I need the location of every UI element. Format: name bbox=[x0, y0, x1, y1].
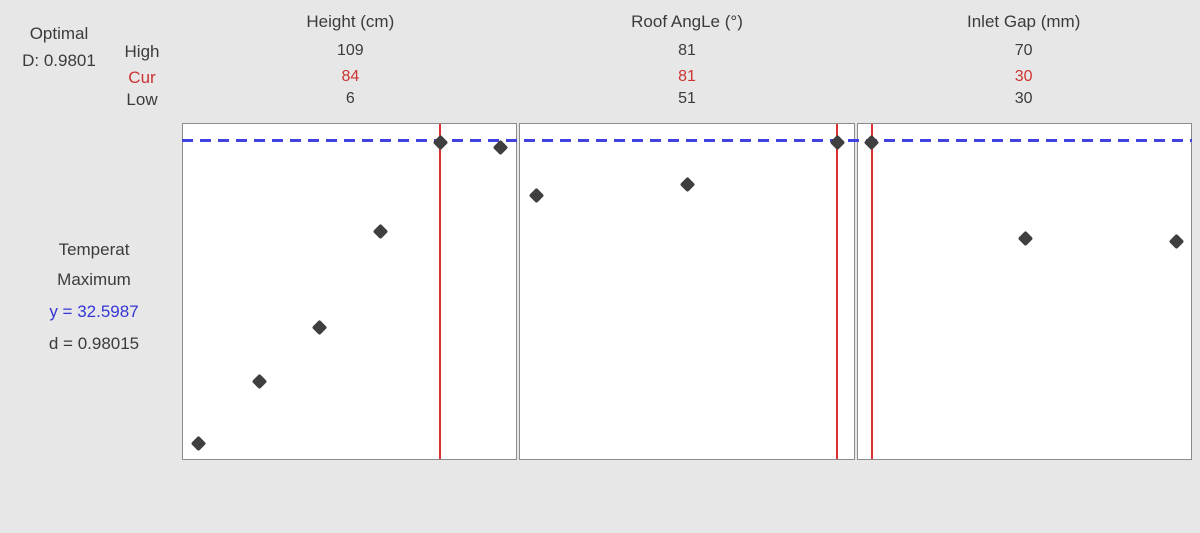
factor-name-height: Height (cm) bbox=[306, 12, 395, 31]
plot-area bbox=[182, 123, 1192, 460]
factor-header-row: Height (cm) Roof AngLe (°) Inlet Gap (mm… bbox=[182, 12, 1192, 32]
panel-inlet-gap bbox=[856, 123, 1192, 460]
current-setting-line[interactable] bbox=[439, 124, 442, 459]
low-value-height: 6 bbox=[345, 90, 355, 107]
predicted-response-value: y = 32.5987 bbox=[49, 302, 139, 321]
data-point-diamond bbox=[528, 187, 545, 204]
high-value-inlet-gap: 70 bbox=[1014, 42, 1033, 59]
data-point-diamond bbox=[1168, 233, 1185, 250]
current-setting-line[interactable] bbox=[870, 124, 873, 459]
panel-roof-angle bbox=[519, 123, 855, 460]
data-point-diamond bbox=[863, 134, 880, 150]
cur-value-inlet-gap[interactable]: 30 bbox=[1014, 68, 1033, 85]
high-value-roof-angle: 81 bbox=[678, 42, 696, 59]
optimal-label: Optimal bbox=[29, 24, 89, 43]
row-label-low: Low bbox=[126, 90, 158, 109]
current-setting-line[interactable] bbox=[836, 124, 839, 459]
desirability-value: d = 0.98015 bbox=[48, 334, 140, 353]
data-point-diamond bbox=[680, 177, 696, 193]
high-values-row: 109 81 70 bbox=[182, 42, 1192, 60]
data-point-diamond bbox=[252, 373, 268, 390]
data-point-diamond bbox=[432, 134, 448, 150]
data-point-diamond bbox=[829, 134, 846, 150]
data-point-diamond bbox=[1017, 230, 1033, 247]
low-value-inlet-gap: 30 bbox=[1014, 90, 1033, 107]
data-point-diamond bbox=[311, 319, 327, 336]
data-point-diamond bbox=[190, 436, 207, 452]
data-point-diamond bbox=[492, 140, 508, 156]
row-label-high: High bbox=[124, 42, 160, 61]
high-value-height: 109 bbox=[336, 42, 364, 59]
cur-value-height[interactable]: 84 bbox=[341, 68, 360, 85]
cur-values-row: 84 81 30 bbox=[182, 68, 1192, 86]
low-value-roof-angle: 51 bbox=[678, 90, 696, 107]
cur-value-roof-angle[interactable]: 81 bbox=[678, 68, 696, 85]
panel-height bbox=[182, 123, 518, 460]
response-name-line2: Maximum bbox=[57, 270, 131, 289]
response-name-line1: Temperat bbox=[58, 240, 130, 259]
factor-name-inlet-gap: Inlet Gap (mm) bbox=[967, 12, 1081, 31]
low-values-row: 6 51 30 bbox=[182, 90, 1192, 108]
data-point-diamond bbox=[372, 223, 389, 240]
row-label-cur: Cur bbox=[128, 68, 156, 87]
factor-name-roof-angle: Roof AngLe (°) bbox=[631, 12, 743, 31]
composite-desirability-value: D: 0.9801 bbox=[22, 51, 96, 70]
